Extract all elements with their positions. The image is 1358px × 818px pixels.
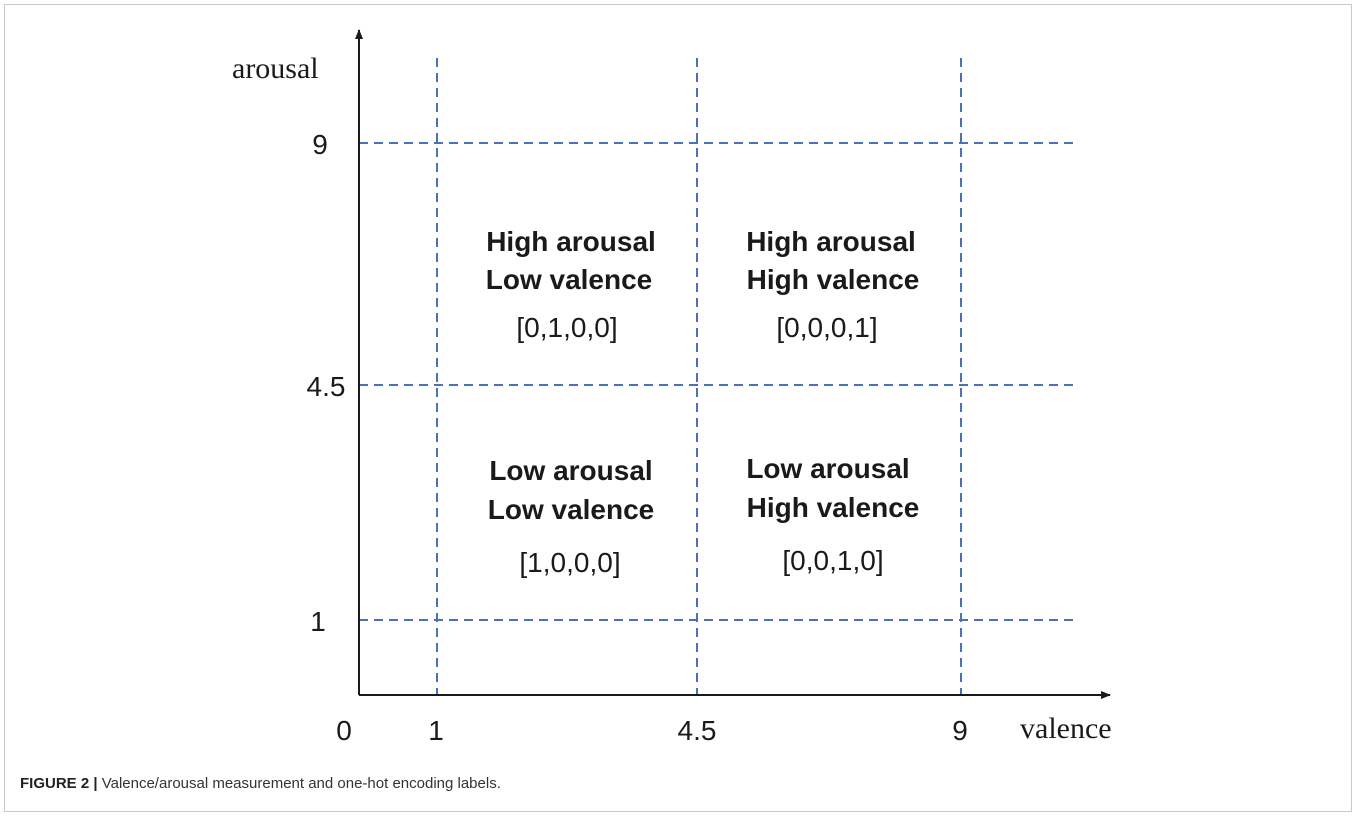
- y-tick-9: 9: [312, 129, 328, 160]
- x-tick-1: 1: [428, 715, 444, 746]
- quadrant-code: [0,1,0,0]: [516, 312, 617, 343]
- quadrant-code: [0,0,0,1]: [776, 312, 877, 343]
- x-tick-4-5: 4.5: [678, 715, 717, 746]
- quadrant-line1: High arousal: [746, 226, 916, 257]
- quadrant-code: [1,0,0,0]: [519, 547, 620, 578]
- figure-caption: FIGURE 2 | Valence/arousal measurement a…: [20, 775, 501, 792]
- origin-label: 0: [336, 715, 352, 746]
- x-axis-title: valence: [1020, 712, 1112, 745]
- y-axis-title: arousal: [232, 52, 319, 85]
- quadrant-code: [0,0,1,0]: [782, 545, 883, 576]
- grid-lines: [359, 58, 1078, 695]
- caption-text: Valence/arousal measurement and one-hot …: [97, 775, 501, 792]
- quadrant-line2: Low valence: [488, 494, 655, 525]
- quadrant-line2: High valence: [747, 264, 920, 295]
- quadrant-line2: Low valence: [486, 264, 653, 295]
- quadrant-high-arousal-high-valence: High arousal High valence [0,0,0,1]: [746, 226, 919, 343]
- x-tick-9: 9: [952, 715, 968, 746]
- quadrant-line1: Low arousal: [746, 453, 909, 484]
- quadrant-line1: High arousal: [486, 226, 656, 257]
- quadrant-low-arousal-low-valence: Low arousal Low valence [1,0,0,0]: [488, 455, 655, 578]
- y-tick-1: 1: [310, 606, 326, 637]
- y-tick-4-5: 4.5: [307, 371, 346, 402]
- quadrant-line1: Low arousal: [489, 455, 652, 486]
- quadrant-low-arousal-high-valence: Low arousal High valence [0,0,1,0]: [746, 453, 919, 576]
- caption-label: FIGURE 2 |: [20, 775, 98, 792]
- quadrant-line2: High valence: [747, 492, 920, 523]
- quadrant-high-arousal-low-valence: High arousal Low valence [0,1,0,0]: [486, 226, 656, 343]
- figure-frame: [4, 4, 1352, 812]
